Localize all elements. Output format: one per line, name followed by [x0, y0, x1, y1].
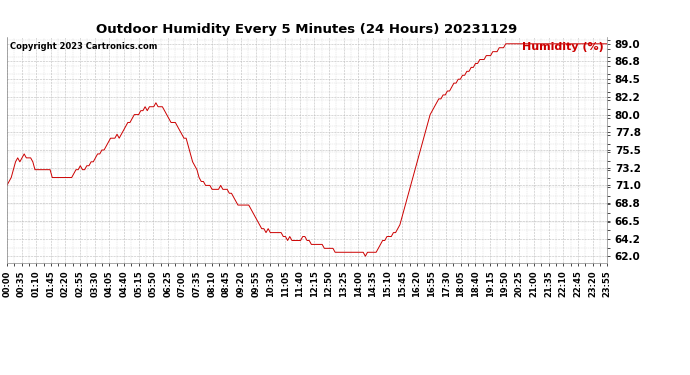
Text: Copyright 2023 Cartronics.com: Copyright 2023 Cartronics.com — [10, 42, 157, 51]
Text: Humidity (%): Humidity (%) — [522, 42, 604, 52]
Title: Outdoor Humidity Every 5 Minutes (24 Hours) 20231129: Outdoor Humidity Every 5 Minutes (24 Hou… — [97, 23, 518, 36]
